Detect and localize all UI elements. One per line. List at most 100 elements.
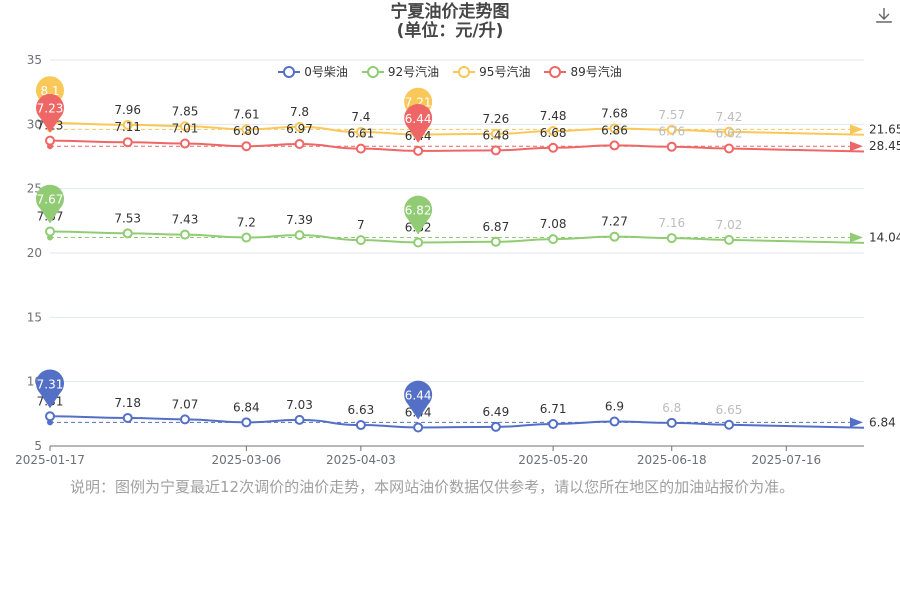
x-tick-label: 2025-07-16: [751, 453, 821, 467]
data-point: [179, 138, 190, 149]
data-point: [413, 145, 424, 156]
data-label: 7.16: [658, 216, 685, 230]
data-label: 7.2: [237, 216, 256, 230]
data-label: 6.97: [286, 122, 313, 136]
data-label: 6.9: [605, 400, 624, 414]
data-label: 6.86: [601, 123, 628, 137]
average-arrow: [850, 232, 863, 243]
data-point: [179, 121, 190, 132]
data-label: 7.48: [540, 109, 567, 123]
download-icon[interactable]: [874, 5, 894, 25]
data-label: 6.8: [662, 401, 681, 415]
data-point: [724, 234, 735, 245]
chart-title-block: 宁夏油价走势图 (单位：元/升): [0, 3, 900, 41]
x-tick-label: 2025-06-18: [637, 453, 707, 467]
legend-item-gasoline-95[interactable]: 95号汽油: [453, 63, 530, 80]
data-point: [294, 414, 305, 425]
legend-item-gasoline-92[interactable]: 92号汽油: [361, 63, 439, 80]
data-point: [548, 234, 559, 245]
average-label: 14.04: [869, 231, 900, 245]
chart-title: 宁夏油价走势图: [390, 2, 510, 22]
data-label: 7.53: [114, 211, 141, 225]
data-point: [609, 231, 620, 242]
chart-note: 说明：图例为宁夏最近12次调价的油价走势，本网站油价数据仅供参考，请以您所在地区…: [70, 478, 795, 496]
data-label: 7.27: [601, 215, 628, 229]
data-label: 7.02: [716, 218, 743, 232]
max-pin-label: 7.23: [37, 102, 64, 116]
data-point: [45, 226, 55, 237]
min-pin: [404, 104, 433, 143]
data-label: 7.8: [290, 105, 309, 119]
legend-marker-icon: [453, 65, 476, 78]
download-icon-glyph: [876, 8, 892, 23]
data-point: [355, 143, 366, 154]
legend-item-gasoline-89[interactable]: 89号汽油: [544, 63, 622, 80]
y-tick-label: 30: [27, 117, 42, 131]
data-point: [122, 228, 133, 239]
data-label: 7.43: [172, 213, 199, 227]
data-label: 7.85: [172, 104, 199, 118]
legend-item-diesel-0[interactable]: 0号柴油: [278, 63, 348, 80]
data-point: [241, 232, 252, 243]
data-point: [179, 229, 190, 240]
y-tick-label: 20: [27, 246, 42, 260]
x-tick-label: 2025-01-17: [15, 453, 85, 467]
data-label: 7.11: [114, 120, 141, 134]
legend-label: 0号柴油: [304, 65, 348, 79]
data-label: 6.63: [348, 403, 375, 417]
min-pin-label: 6.44: [405, 388, 432, 402]
data-point: [609, 123, 620, 134]
data-point: [548, 418, 559, 429]
max-pin-label: 8.1: [40, 84, 59, 98]
data-point: [122, 412, 133, 423]
y-tick-label: 5: [34, 439, 42, 453]
data-point: [724, 126, 735, 137]
data-point: [490, 236, 501, 247]
data-point: [355, 127, 366, 138]
data-point: [241, 417, 252, 428]
min-pin-label: 6.82: [405, 203, 432, 217]
legend-label: 89号汽油: [570, 65, 622, 79]
data-label: 7: [357, 218, 365, 232]
data-label: 7.39: [286, 213, 313, 227]
data-label: 7.57: [658, 108, 685, 122]
data-label: 6.62: [716, 127, 743, 141]
data-point: [609, 140, 620, 151]
data-point: [548, 126, 559, 137]
data-point: [294, 230, 305, 241]
average-label: 6.84: [869, 415, 896, 429]
max-pin: [36, 184, 65, 224]
data-label: 6.68: [540, 126, 567, 140]
average-label: 21.65: [869, 122, 900, 136]
data-label: 7.03: [286, 398, 313, 412]
data-label: 7.42: [716, 110, 743, 124]
data-label: 7.26: [482, 112, 509, 126]
min-pin-label: 6.44: [405, 112, 432, 126]
x-tick-label: 2025-03-06: [211, 453, 281, 467]
data-point: [122, 119, 133, 130]
legend-marker-icon: [278, 65, 301, 78]
max-pin-label: 7.31: [37, 377, 64, 391]
data-point: [724, 419, 735, 430]
chart-legend: 0号柴油 92号汽油 95号汽油 89号汽油: [0, 63, 900, 80]
data-point: [413, 422, 424, 433]
data-label: 6.87: [482, 220, 509, 234]
data-label: 7.4: [351, 110, 370, 124]
data-label: 7.07: [172, 397, 199, 411]
x-tick-label: 2025-05-20: [518, 453, 588, 467]
data-point: [241, 124, 252, 135]
max-pin: [36, 93, 65, 133]
legend-label: 95号汽油: [479, 65, 531, 79]
data-point: [413, 237, 424, 248]
data-point: [241, 141, 252, 152]
y-tick-label: 15: [27, 310, 42, 324]
data-point: [122, 137, 133, 148]
data-label: 7.08: [540, 217, 567, 231]
data-point: [45, 135, 55, 146]
data-label: 7.01: [172, 122, 199, 136]
average-label: 28.45: [869, 139, 900, 153]
data-point: [666, 141, 677, 152]
data-point: [355, 420, 366, 431]
average-arrow: [850, 141, 863, 152]
